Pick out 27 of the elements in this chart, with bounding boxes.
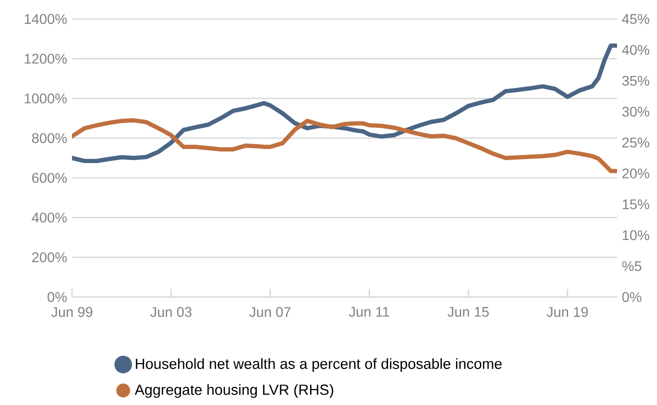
y-tick-label: 400% — [32, 212, 67, 223]
y2-tick-label: 45% — [622, 14, 650, 24]
y2-tick-label: %5 — [622, 261, 642, 272]
x-tick-label: Jun 99 — [51, 307, 92, 317]
y2-tick-label: 25% — [622, 138, 650, 148]
x-tick-label: Jun 15 — [448, 307, 489, 317]
y2-tick-label: 10% — [622, 230, 650, 240]
y-tick-label: 0% — [48, 292, 67, 302]
y2-tick-label: 30% — [622, 106, 650, 117]
y2-tick-label: 15% — [622, 199, 650, 210]
legend-label: Household net wealth as a percent of disposable income — [136, 358, 502, 372]
y-tick-label: 1000% — [24, 93, 67, 104]
x-tick-label: Jun 19 — [546, 307, 588, 317]
y-tick-label: 600% — [32, 172, 67, 183]
y-tick-label: 1400% — [24, 14, 67, 24]
y2-tick-label: 20% — [622, 168, 650, 178]
y-tick-label: 1200% — [24, 54, 67, 64]
y2-tick-label: 40% — [622, 44, 650, 55]
y2-tick-label: 35% — [622, 76, 650, 86]
y-tick-label: 800% — [32, 133, 67, 144]
y-tick-label: 200% — [32, 252, 67, 262]
x-tick-label: Jun 07 — [249, 307, 290, 317]
y2-tick-label: 0% — [622, 292, 642, 302]
x-tick-label: Jun 11 — [348, 307, 390, 317]
x-tick-label: Jun 03 — [150, 307, 192, 317]
legend-label: Aggregate housing LVR (RHS) — [134, 384, 334, 398]
line-series — [72, 43, 617, 164]
